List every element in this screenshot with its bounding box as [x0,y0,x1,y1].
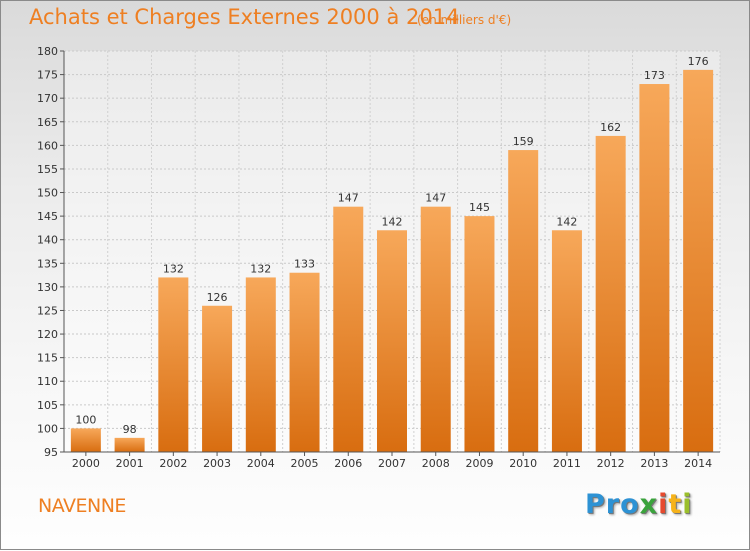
data-label-2007: 142 [382,215,403,228]
y-tick-label: 140 [37,234,58,247]
logo-part: i [658,489,669,520]
data-label-2006: 147 [338,192,359,205]
x-tick-label: 2011 [553,457,581,470]
data-label-2000: 100 [75,413,96,426]
y-tick-label: 135 [37,257,58,270]
chart-subtitle: (en milliers d'€) [417,13,512,27]
axes: 95 100 105 110 115 120 125 130 135 140 145 150 155 16… [37,45,720,470]
x-tick-label: 2010 [509,457,537,470]
y-tick-label: 110 [37,375,58,388]
x-tick-label: 2007 [378,457,406,470]
bar-2004 [245,277,276,452]
bar-2009 [464,216,495,452]
y-tick-label: 170 [37,92,58,105]
data-label-2002: 132 [163,262,184,275]
data-label-2003: 126 [207,291,228,304]
y-tick-label: 155 [37,163,58,176]
x-tick-label: 2005 [291,457,319,470]
y-tick-label: 115 [37,352,58,365]
bar-2013 [639,84,670,452]
bar-2014 [683,69,714,452]
y-tick-label: 125 [37,304,58,317]
y-tick-label: 120 [37,328,58,341]
y-tick-label: 175 [37,69,58,82]
y-tick-label: 105 [37,399,58,412]
x-tick-label: 2014 [684,457,712,470]
logo-part: x [639,489,659,520]
bars: 100 98 132 126 132 133 147 142 147 145 159 142 162 17… [70,55,714,452]
bar-2011 [551,230,582,452]
data-label-2008: 147 [425,192,446,205]
y-tick-label: 100 [37,422,58,435]
commune-name: NAVENNE [38,495,126,517]
bar-2012 [595,135,626,452]
x-tick-label: 2003 [203,457,231,470]
bar-2000 [70,428,101,452]
x-tick-label: 2013 [640,457,668,470]
y-tick-label: 145 [37,210,58,223]
x-tick-label: 2006 [334,457,362,470]
y-tick-label: 160 [37,139,58,152]
bar-2007 [377,230,407,452]
data-label-2013: 173 [644,69,665,82]
data-label-2004: 132 [250,262,271,275]
logo-part: i [682,489,693,520]
data-label-2010: 159 [513,135,534,148]
logo-part: t [668,489,683,520]
bar-2001 [114,437,145,452]
data-label-2014: 176 [688,55,709,68]
bar-2010 [508,150,539,452]
chart-title: Achats et Charges Externes 2000 à 2014 [29,5,460,29]
bar-2005 [289,272,320,452]
data-label-2001: 98 [123,423,137,436]
data-label-2012: 162 [600,121,621,134]
y-tick-label: 130 [37,281,58,294]
logo-part: Pro [585,489,640,520]
y-tick-label: 150 [37,187,58,200]
x-tick-label: 2001 [116,457,144,470]
proxiti-logo[interactable]: Proxiti [585,489,693,520]
bar-2002 [158,277,189,452]
x-tick-label: 2009 [465,457,493,470]
x-tick-label: 2012 [597,457,625,470]
x-tick-label: 2004 [247,457,275,470]
y-tick-label: 165 [37,116,58,129]
x-tick-label: 2002 [159,457,187,470]
y-tick-label: 180 [37,45,58,58]
bar-2008 [420,206,451,452]
y-tick-label: 95 [44,446,58,459]
data-label-2009: 145 [469,201,490,214]
data-label-2005: 133 [294,258,315,271]
data-label-2011: 142 [556,215,577,228]
bar-2006 [333,206,364,452]
bar-2003 [202,305,233,452]
x-tick-label: 2000 [72,457,100,470]
x-tick-label: 2008 [422,457,450,470]
